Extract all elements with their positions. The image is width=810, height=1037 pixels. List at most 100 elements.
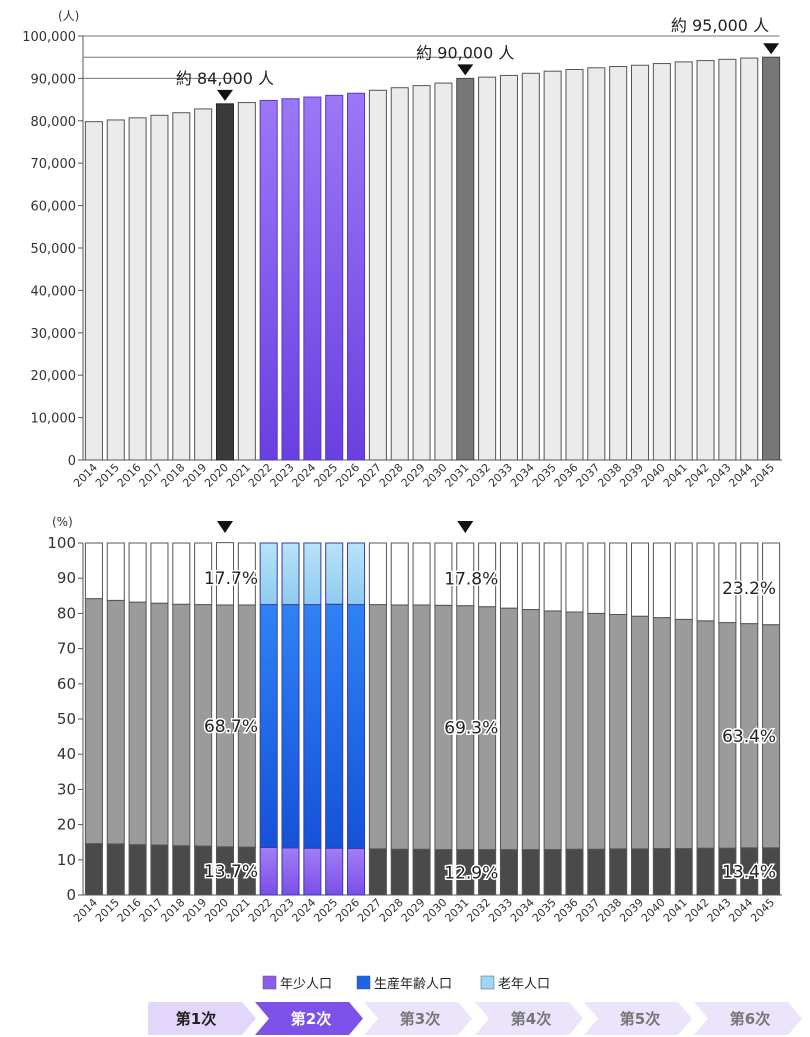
population-bar	[587, 67, 606, 461]
share-bar-segment	[150, 844, 169, 896]
marker-triangle	[457, 64, 474, 76]
marker-triangle	[457, 521, 474, 533]
share-bar-segment	[325, 603, 344, 849]
phase-label: 第6次	[730, 1010, 770, 1028]
legend-label: 年少人口	[280, 977, 332, 992]
share-bar-segment	[150, 602, 169, 846]
marker-triangle	[216, 521, 233, 533]
share-bar-segment	[762, 542, 781, 626]
population-bar	[696, 60, 715, 461]
share-bar-segment	[368, 542, 387, 606]
y-tick-label: 60	[57, 675, 76, 693]
share-bar-segment	[325, 542, 344, 605]
x-tick-label: 2031	[442, 461, 471, 490]
x-tick-label: 2022	[246, 461, 275, 490]
y-tick-label: 50	[57, 710, 76, 728]
phase-ribbon: 第1次 第2次 第3次 第4次 第5次 第6次	[148, 1002, 802, 1035]
phase-label: 第4次	[511, 1010, 551, 1028]
x-tick-label: 2036	[552, 896, 581, 925]
x-tick-label: 2037	[573, 896, 602, 925]
y-tick-label: 80	[57, 604, 76, 622]
share-bar-segment	[259, 604, 278, 848]
y-tick-label: 70,000	[31, 157, 77, 172]
x-tick-label: 2021	[224, 896, 253, 925]
share-bar-segment	[630, 615, 650, 850]
y-tick-label: 10,000	[31, 412, 77, 427]
x-tick-label: 2021	[224, 461, 253, 490]
share-bar-segment	[390, 542, 409, 606]
x-tick-label: 2043	[705, 461, 734, 490]
population-bar	[128, 117, 147, 461]
share-bar-segment	[390, 604, 409, 850]
annotation-label: 約 95,000 人	[671, 16, 769, 35]
y-tick-label: 70	[57, 640, 76, 658]
young-share-label: 13.7%	[204, 862, 258, 882]
x-tick-label: 2023	[268, 896, 297, 925]
y-axis-unit: (%)	[52, 515, 73, 529]
share-bar-segment	[499, 542, 518, 609]
share-bar-segment	[106, 843, 125, 896]
population-bar	[172, 112, 191, 461]
share-bar-segment	[172, 603, 191, 847]
x-tick-label: 2041	[661, 896, 690, 925]
working-share-label: 69.3%	[444, 719, 498, 739]
share-bar-segment	[674, 848, 693, 896]
share-bar-segment	[128, 844, 147, 896]
y-tick-label: 0	[68, 454, 76, 469]
x-tick-label: 2042	[683, 461, 712, 490]
phase-arrow	[148, 1002, 256, 1035]
x-tick-label: 2026	[333, 896, 362, 925]
x-tick-label: 2015	[93, 461, 122, 490]
phase-label: 第3次	[400, 1010, 440, 1028]
x-tick-label: 2025	[311, 896, 340, 925]
y-tick-label: 20,000	[31, 369, 77, 384]
share-bar-segment	[303, 847, 322, 896]
y-tick-label: 40	[57, 745, 76, 763]
y-tick-label: 30,000	[31, 327, 77, 342]
elderly-share-label: 17.8%	[444, 569, 498, 589]
share-bar-segment	[215, 542, 235, 606]
legend: 年少人口 生産年齢人口 老年人口	[262, 975, 550, 992]
x-tick-label: 2035	[530, 461, 559, 490]
population-bar	[194, 108, 213, 461]
population-bar	[718, 58, 737, 461]
y-tick-label: 10	[57, 851, 76, 869]
x-tick-label: 2038	[595, 896, 624, 925]
share-bar-segment	[347, 542, 366, 606]
share-bar-segment	[674, 542, 693, 620]
x-tick-label: 2045	[748, 461, 777, 490]
share-bar-segment	[652, 617, 671, 850]
x-tick-label: 2032	[464, 896, 493, 925]
x-tick-label: 2037	[573, 461, 602, 490]
marker-triangle	[763, 43, 780, 55]
x-tick-label: 2040	[639, 896, 668, 925]
share-bar-segment	[565, 611, 584, 850]
x-tick-label: 2030	[421, 461, 450, 490]
x-tick-label: 2038	[595, 461, 624, 490]
share-bar-segment	[303, 604, 322, 849]
legend-label: 生産年齢人口	[374, 976, 452, 992]
x-tick-label: 2044	[726, 896, 755, 925]
x-tick-label: 2029	[399, 896, 428, 925]
share-bar-segment	[106, 599, 125, 845]
share-bar-segment	[84, 843, 103, 896]
y-tick-label: 30	[57, 780, 76, 798]
population-bar	[237, 102, 256, 461]
share-bar-segment	[456, 542, 475, 607]
elderly-share-label: 17.7%	[204, 569, 258, 589]
y-tick-label: 0	[66, 886, 76, 904]
share-bar-segment	[237, 542, 256, 606]
y-tick-label: 100	[47, 534, 76, 552]
share-bar-segment	[412, 848, 431, 896]
working-share-label: 63.4%	[722, 727, 776, 747]
x-tick-label: 2045	[748, 896, 777, 925]
x-tick-label: 2042	[683, 896, 712, 925]
share-bar-segment	[521, 609, 540, 851]
population-bar	[762, 56, 781, 461]
population-bar	[303, 96, 322, 461]
x-tick-label: 2039	[617, 896, 646, 925]
x-tick-label: 2035	[530, 896, 559, 925]
population-bar	[456, 77, 475, 461]
share-bar-segment	[325, 847, 344, 896]
phase-arrow	[364, 1002, 472, 1035]
